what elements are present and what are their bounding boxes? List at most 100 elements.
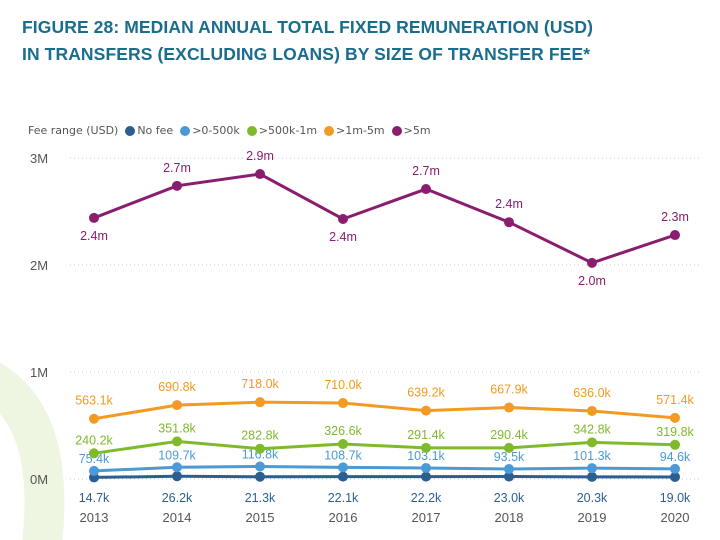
data-point xyxy=(670,230,680,241)
data-point xyxy=(670,463,680,474)
legend-dot-icon xyxy=(180,125,191,136)
legend-dot-icon xyxy=(246,125,257,136)
series-line xyxy=(93,474,676,479)
x-tick-label: 2014 xyxy=(163,510,192,525)
data-point xyxy=(89,465,99,476)
legend-dot-icon xyxy=(125,125,136,136)
data-point xyxy=(255,169,265,180)
data-label: 22.2k xyxy=(411,491,442,505)
data-label: 108.7k xyxy=(324,448,362,462)
data-label: 718.0k xyxy=(241,377,279,391)
data-label: 636.0k xyxy=(573,386,611,400)
data-point xyxy=(172,462,182,473)
data-label: 116.8k xyxy=(242,448,279,462)
data-point xyxy=(587,437,597,448)
data-label: 19.0k xyxy=(660,491,691,505)
data-point xyxy=(587,257,597,268)
data-label: 282.8k xyxy=(241,429,279,443)
data-point xyxy=(421,442,431,453)
data-label: 103.1k xyxy=(407,449,445,463)
data-point xyxy=(421,471,431,482)
data-point xyxy=(670,471,680,482)
data-label: 109.7k xyxy=(158,448,196,462)
data-point xyxy=(89,212,99,223)
data-point xyxy=(421,184,431,195)
x-tick-label: 2020 xyxy=(661,510,690,525)
legend-item: >500k-1m xyxy=(246,124,318,137)
y-tick-label: 2M xyxy=(30,258,48,273)
data-point xyxy=(172,436,182,447)
data-point xyxy=(421,462,431,473)
data-label: 20.3k xyxy=(577,491,608,505)
data-label: 710.0k xyxy=(324,378,362,392)
data-point xyxy=(504,402,514,413)
data-label: 290.4k xyxy=(490,428,528,442)
data-label: 2.9m xyxy=(246,149,274,163)
data-label: 2.4m xyxy=(80,229,108,243)
legend-item: >1m-5m xyxy=(324,124,385,137)
data-label: 667.9k xyxy=(490,383,528,397)
x-tick-label: 2015 xyxy=(246,510,275,525)
legend-dot-icon xyxy=(324,125,335,136)
legend-label: >5m xyxy=(403,124,431,137)
data-label: 326.6k xyxy=(324,424,362,438)
title-line-2: IN TRANSFERS (EXCLUDING LOANS) BY SIZE O… xyxy=(22,44,591,64)
data-label: 94.6k xyxy=(660,450,691,464)
data-label: 101.3k xyxy=(573,449,611,463)
data-label: 291.4k xyxy=(407,428,445,442)
data-point xyxy=(338,471,348,482)
data-label: 23.0k xyxy=(494,491,525,505)
legend-item: >0-500k xyxy=(180,124,240,137)
legend-label: >0-500k xyxy=(192,124,240,137)
data-point xyxy=(172,471,182,482)
x-tick-label: 2016 xyxy=(329,510,358,525)
data-point xyxy=(338,439,348,450)
figure-title: FIGURE 28: MEDIAN ANNUAL TOTAL FIXED REM… xyxy=(22,14,593,68)
series-line xyxy=(93,400,676,421)
y-tick-label: 0M xyxy=(30,472,48,487)
y-tick-label: 1M xyxy=(30,365,48,380)
data-point xyxy=(255,461,265,472)
legend-label: >500k-1m xyxy=(258,124,318,137)
data-label: 563.1k xyxy=(75,394,113,408)
legend: Fee range (USD) No fee >0-500k >500k-1m >1m… xyxy=(28,124,431,137)
data-label: 319.8k xyxy=(656,425,694,439)
data-point xyxy=(504,471,514,482)
data-point xyxy=(255,443,265,454)
data-point xyxy=(504,442,514,453)
data-label: 75.4k xyxy=(79,452,110,466)
data-label: 2.7m xyxy=(412,164,440,178)
data-label: 22.1k xyxy=(328,491,359,505)
series-line xyxy=(93,439,676,455)
data-label: 2.7m xyxy=(163,161,191,175)
y-tick-label: 3M xyxy=(30,151,48,166)
data-point xyxy=(255,471,265,482)
series-line xyxy=(93,465,676,473)
data-point xyxy=(421,405,431,416)
data-label: 14.7k xyxy=(79,491,110,505)
data-label: 639.2k xyxy=(407,386,445,400)
data-label: 93.5k xyxy=(494,450,525,464)
data-point xyxy=(89,448,99,459)
data-point xyxy=(172,400,182,411)
data-label: 342.8k xyxy=(573,422,611,436)
x-tick-label: 2019 xyxy=(578,510,607,525)
x-tick-label: 2017 xyxy=(412,510,441,525)
data-point xyxy=(670,439,680,450)
legend-label: No fee xyxy=(137,124,174,137)
data-point xyxy=(587,463,597,474)
legend-dot-icon xyxy=(391,125,402,136)
data-point xyxy=(504,217,514,228)
data-point xyxy=(255,397,265,408)
data-point xyxy=(504,463,514,474)
data-label: 2.4m xyxy=(329,230,357,244)
data-point xyxy=(338,462,348,473)
data-point xyxy=(587,471,597,482)
data-point xyxy=(670,412,680,423)
legend-item: No fee xyxy=(125,124,173,137)
legend-item: >5m xyxy=(391,124,431,137)
data-label: 571.4k xyxy=(656,393,694,407)
data-point xyxy=(587,405,597,416)
